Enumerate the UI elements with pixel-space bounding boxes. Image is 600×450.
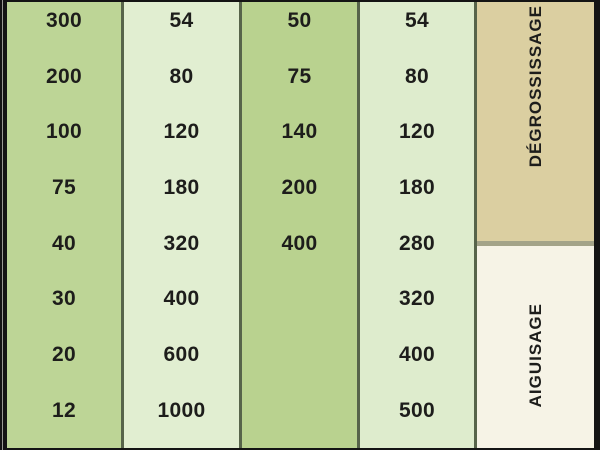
process-section-column: DÉGROSSISSAGE AIGUISAGE — [477, 2, 594, 448]
grit-cell: 120 — [399, 120, 435, 144]
grit-cell: 54 — [405, 8, 429, 32]
grit-cell: 54 — [169, 8, 194, 32]
grit-cell-empty — [242, 327, 357, 383]
grit-cell: 80 — [169, 64, 194, 88]
grit-cell: 80 — [405, 64, 429, 88]
grit-cell: 20 — [52, 342, 76, 366]
section-degrossissage: DÉGROSSISSAGE — [477, 2, 594, 241]
grit-column-4-cells: 54 80 120 180 280 320 400 500 — [360, 2, 474, 439]
grit-column-4: 54 80 120 180 280 320 400 500 — [360, 2, 474, 448]
grit-cell: 75 — [287, 64, 312, 88]
grit-cell: 200 — [46, 64, 82, 88]
grit-cell: 600 — [163, 342, 200, 366]
grain-column-3: 50 75 140 200 400 — [242, 2, 357, 448]
grit-cell: 280 — [399, 231, 435, 255]
grit-cell: 50 — [287, 8, 312, 32]
grit-cell: 300 — [46, 8, 82, 32]
grit-cell: 320 — [163, 231, 200, 255]
grit-cell: 140 — [281, 120, 318, 144]
section-aiguisage: AIGUISAGE — [477, 246, 594, 448]
degrossissage-label: DÉGROSSISSAGE — [525, 5, 545, 168]
grit-cell: 40 — [52, 231, 76, 255]
grit-cell-empty — [242, 383, 357, 439]
grit-cell: 1000 — [157, 398, 206, 422]
grit-cell: 400 — [281, 231, 318, 255]
grit-cell: 500 — [399, 398, 435, 422]
grain-column-1-cells: 300 200 100 75 40 30 20 12 — [7, 2, 121, 439]
aiguisage-label: AIGUISAGE — [525, 302, 545, 408]
grit-cell: 180 — [163, 175, 200, 199]
grit-cell: 400 — [399, 342, 435, 366]
grit-cell: 400 — [163, 287, 200, 311]
grit-cell: 30 — [52, 287, 76, 311]
grit-cell: 320 — [399, 287, 435, 311]
grit-cell: 75 — [52, 175, 76, 199]
grit-cell-empty — [242, 271, 357, 327]
grit-column-2-cells: 54 80 120 180 320 400 600 1000 — [124, 2, 239, 439]
grit-cell: 100 — [46, 120, 82, 144]
grain-column-3-cells: 50 75 140 200 400 — [242, 2, 357, 439]
grit-cell: 180 — [399, 175, 435, 199]
grit-cell: 200 — [281, 175, 318, 199]
grain-column-1: 300 200 100 75 40 30 20 12 — [7, 2, 121, 448]
grit-table: 300 200 100 75 40 30 20 12 54 80 120 180… — [7, 2, 594, 448]
grit-cell: 120 — [163, 120, 200, 144]
grit-cell: 12 — [52, 398, 76, 422]
grit-column-2: 54 80 120 180 320 400 600 1000 — [124, 2, 239, 448]
section-divider — [477, 241, 594, 246]
